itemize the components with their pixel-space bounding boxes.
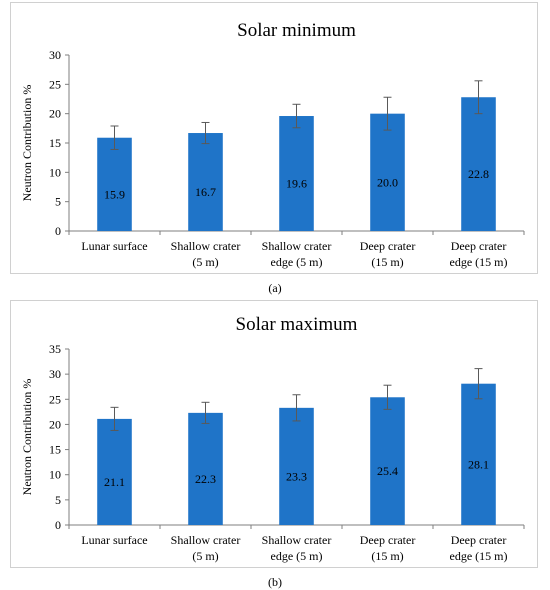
y-tick-label: 30 xyxy=(49,367,61,381)
x-tick-label: Deep crater xyxy=(451,533,507,547)
x-tick-label: Shallow crater xyxy=(262,533,332,547)
x-tick-label: Deep crater xyxy=(360,239,416,253)
y-tick-label: 20 xyxy=(49,417,61,431)
x-tick-label: Lunar surface xyxy=(81,239,147,253)
data-label: 25.4 xyxy=(377,464,398,478)
figure-caption-a: (a) xyxy=(268,281,282,295)
bar xyxy=(461,97,496,232)
chart-solar-minimum: Solar minimum Neutron Contribution % 0 5 10 1… xyxy=(20,20,525,269)
y-tick-label: 35 xyxy=(49,342,61,356)
x-tick-label: (5 m) xyxy=(192,549,218,563)
x-tick-label: edge (5 m) xyxy=(271,549,323,563)
x-tick-label: Deep crater xyxy=(451,239,507,253)
bar xyxy=(461,383,496,525)
y-tick-label: 5 xyxy=(55,493,61,507)
y-tick-label: 20 xyxy=(49,107,61,121)
bar xyxy=(279,116,314,231)
bar xyxy=(97,137,132,231)
data-label: 21.1 xyxy=(104,475,125,489)
x-tick-label: edge (15 m) xyxy=(450,549,508,563)
data-label: 15.9 xyxy=(104,187,125,201)
y-tick-label: 10 xyxy=(49,468,61,482)
bar xyxy=(188,412,223,525)
x-tick-label: Shallow crater xyxy=(171,239,241,253)
x-tick-label: edge (5 m) xyxy=(271,255,323,269)
chart-title: Solar maximum xyxy=(236,314,358,335)
y-tick-label: 25 xyxy=(49,77,61,91)
chart-solar-maximum: Solar maximum Neutron Contribution % 0 5 10 1… xyxy=(20,314,525,563)
chart-title: Solar minimum xyxy=(237,20,356,41)
data-label: 23.3 xyxy=(286,469,307,483)
bar xyxy=(370,397,405,525)
y-tick-label: 0 xyxy=(55,518,61,532)
y-tick-label: 5 xyxy=(55,195,61,209)
x-tick-label: Shallow crater xyxy=(262,239,332,253)
x-tick-label: Deep crater xyxy=(360,533,416,547)
data-label: 19.6 xyxy=(286,177,307,191)
y-tick-label: 25 xyxy=(49,392,61,406)
x-tick-label: (15 m) xyxy=(371,549,403,563)
data-label: 20.0 xyxy=(377,175,398,189)
y-tick-label: 0 xyxy=(55,224,61,238)
bar xyxy=(97,418,132,525)
bar xyxy=(279,407,314,525)
bar xyxy=(370,113,405,231)
data-label: 22.3 xyxy=(195,472,216,486)
x-tick-label: edge (15 m) xyxy=(450,255,508,269)
y-axis-label: Neutron Contribution % xyxy=(20,379,34,496)
data-label: 28.1 xyxy=(468,457,489,471)
figure-caption-b: (b) xyxy=(268,575,282,589)
y-axis-label: Neutron Contribution % xyxy=(20,85,34,202)
y-tick-label: 10 xyxy=(49,165,61,179)
chart-panel-solar-maximum: Solar maximum Neutron Contribution % 0 5 10 1… xyxy=(10,300,538,568)
y-tick-label: 30 xyxy=(49,48,61,62)
bar xyxy=(188,133,223,231)
x-tick-label: Shallow crater xyxy=(171,533,241,547)
y-tick-label: 15 xyxy=(49,136,61,150)
x-tick-label: (15 m) xyxy=(371,255,403,269)
chart-panel-solar-minimum: Solar minimum Neutron Contribution % 0 5 10 1… xyxy=(10,2,538,274)
x-tick-label: Lunar surface xyxy=(81,533,147,547)
x-tick-label: (5 m) xyxy=(192,255,218,269)
data-label: 22.8 xyxy=(468,167,489,181)
y-tick-label: 15 xyxy=(49,443,61,457)
data-label: 16.7 xyxy=(195,185,216,199)
